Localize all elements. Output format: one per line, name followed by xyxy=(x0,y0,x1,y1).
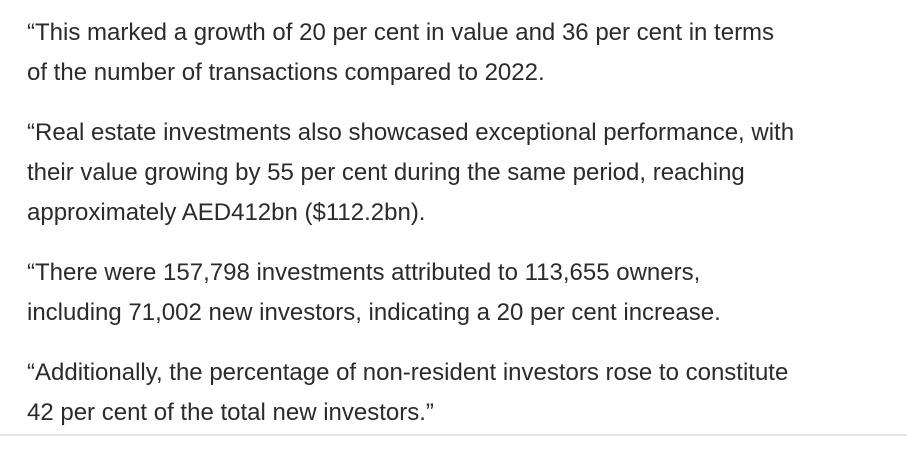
paragraph-line: “Additionally, the percentage of non-res… xyxy=(27,359,789,386)
paragraph-line: “There were 157,798 investments attribut… xyxy=(27,259,701,286)
paragraph-line: their value growing by 55 per cent durin… xyxy=(27,159,745,186)
paragraph-line: “Real estate investments also showcased … xyxy=(27,119,795,146)
paragraph-line: approximately AED412bn ($112.2bn). xyxy=(27,199,426,226)
paragraph-line: 42 per cent of the total new investors.” xyxy=(27,399,434,426)
article-body: “This marked a growth of 20 per cent in … xyxy=(27,13,887,453)
paragraph-line: including 71,002 new investors, indicati… xyxy=(27,299,721,326)
article-paragraph: “There were 157,798 investments attribut… xyxy=(27,253,887,333)
bottom-divider xyxy=(0,434,907,436)
paragraph-line: of the number of transactions compared t… xyxy=(27,59,545,86)
article-paragraph: “This marked a growth of 20 per cent in … xyxy=(27,13,887,93)
article-paragraph: “Real estate investments also showcased … xyxy=(27,113,887,233)
article-paragraph: “Additionally, the percentage of non-res… xyxy=(27,353,887,433)
paragraph-line: “This marked a growth of 20 per cent in … xyxy=(27,19,775,46)
